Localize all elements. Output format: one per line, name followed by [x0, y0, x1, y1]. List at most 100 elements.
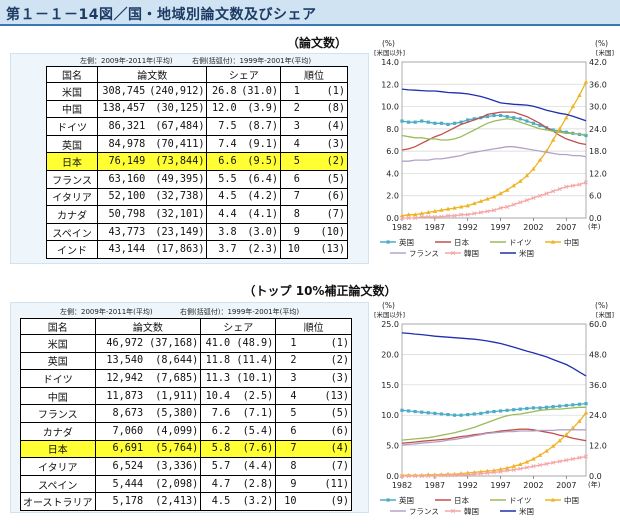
- note-left-bottom: 左側：2009年-2011年(平均): [60, 308, 153, 316]
- table-row: フランス 8,673 (5,380) 7.6 (7.1) 5 (5): [20, 404, 353, 423]
- legend-label: 韓国: [464, 248, 479, 258]
- note-left-top: 左側：2009年-2011年(平均): [80, 57, 173, 65]
- data-point: [400, 119, 404, 123]
- papers-old-cell: (17,863): [147, 240, 208, 259]
- country-cell: スペイン: [20, 474, 96, 494]
- data-point: [558, 404, 562, 408]
- series-line-6: [401, 88, 587, 122]
- line-chart-svg: (%)[米国以外](%)[米国]0.02.04.06.08.010.012.01…: [374, 39, 614, 258]
- rank-cell: 3: [279, 117, 302, 136]
- right-axis-sublabel: [米国]: [596, 310, 614, 319]
- data-point: [485, 410, 490, 414]
- data-point: [551, 405, 555, 409]
- papers-cell: 7,060: [94, 421, 146, 441]
- country-cell: 日本: [45, 152, 99, 171]
- papers-old-cell: (30,125): [147, 99, 208, 119]
- share-old-cell: (3.9): [238, 99, 281, 119]
- rank-cell: 8: [275, 457, 299, 476]
- papers-cell: 46,972: [94, 334, 146, 353]
- papers-cell: 52,100: [97, 187, 148, 207]
- share-cell: 41.0: [200, 334, 233, 353]
- data-point: [492, 409, 496, 414]
- data-point: [406, 215, 411, 221]
- data-point: [485, 209, 490, 214]
- rank-old-cell: (11): [298, 474, 353, 494]
- data-point: [485, 115, 490, 119]
- data-point: [472, 412, 476, 416]
- data-point: [577, 182, 582, 187]
- rank-old-cell: (3): [298, 369, 353, 388]
- country-cell: 中国: [20, 386, 96, 406]
- data-point: [439, 207, 444, 212]
- data-point: [564, 115, 569, 120]
- rank-old-cell: (2): [301, 152, 348, 171]
- data-point: [518, 407, 522, 411]
- legend-label: 米国: [519, 506, 534, 516]
- data-point: [557, 186, 562, 192]
- data-point: [478, 210, 483, 215]
- top10-share-chart: (%) [米国以外] (%) [米国] 0.0 5.0 10.0 15.0 20.0 25.0 0.…: [370, 296, 620, 532]
- data-point: [570, 456, 575, 462]
- papers-old-cell: (1,911): [145, 386, 202, 406]
- share-cell: 3.8: [206, 222, 239, 242]
- series-line-2: [401, 406, 586, 441]
- rank-cell: 4: [279, 134, 302, 154]
- data-point: [485, 196, 490, 201]
- data-point: [505, 408, 509, 412]
- data-point: [445, 473, 451, 478]
- data-point: [452, 205, 457, 210]
- series-line-5: [402, 455, 587, 477]
- data-point: [538, 123, 542, 128]
- share-cell: 6.6: [206, 152, 239, 171]
- rank-old-cell: (2): [298, 351, 353, 371]
- country-cell: 米国: [20, 334, 96, 353]
- share-cell: 5.7: [200, 457, 233, 476]
- data-point: [459, 120, 463, 124]
- data-point: [478, 198, 484, 203]
- papers-old-cell: (2,098): [145, 474, 202, 494]
- data-point: [433, 411, 437, 415]
- rank-cell: 10: [279, 240, 302, 259]
- x-tick-label: 1982: [392, 223, 412, 232]
- papers-cell: 43,773: [97, 222, 148, 242]
- y-tick-left: 0.0: [386, 214, 399, 223]
- header-share: シェア: [200, 318, 277, 335]
- country-cell: イタリア: [20, 457, 96, 476]
- rank-old-cell: (7): [301, 205, 348, 224]
- legend-label: 英国: [399, 237, 414, 247]
- rank-old-cell: (13): [301, 240, 348, 259]
- data-point: [564, 432, 569, 437]
- table-row: カナダ 7,060 (4,099) 6.2 (5.4) 6 (6): [20, 421, 353, 441]
- data-point: [583, 79, 589, 84]
- country-cell: 中国: [45, 99, 99, 119]
- note-right-top: 右側(括弧付)：1999年-2001年(平均): [192, 57, 312, 65]
- share-old-cell: (4.4): [232, 457, 277, 476]
- country-cell: インド: [45, 240, 99, 259]
- papers-cell: 84,978: [97, 134, 148, 154]
- rank-old-cell: (5): [298, 404, 353, 423]
- rank-cell: 9: [275, 474, 299, 494]
- data-point: [571, 403, 575, 407]
- country-cell: スペイン: [45, 222, 99, 242]
- share-cell: 6.2: [200, 421, 233, 441]
- data-point: [577, 93, 582, 98]
- papers-old-cell: (73,844): [147, 152, 208, 171]
- share-cell: 3.7: [206, 240, 239, 259]
- share-old-cell: (8.7): [238, 117, 281, 136]
- x-axis-unit: (年): [588, 480, 601, 489]
- papers-table: 国名 論文数 シェア 順位 米国 308,745 (240,912) 26.8 (31.…: [45, 66, 348, 259]
- papers-old-cell: (5,380): [145, 404, 202, 423]
- x-axis-unit: (年): [588, 222, 601, 231]
- data-point: [551, 189, 556, 194]
- data-point: [524, 173, 530, 178]
- table-row: スペイン 43,773 (23,149) 3.8 (3.0) 9 (10): [45, 222, 348, 242]
- header-papers: 論文数: [94, 318, 202, 335]
- data-point: [492, 113, 496, 118]
- country-cell: 日本: [20, 439, 96, 459]
- data-point: [531, 121, 536, 125]
- data-point: [531, 195, 536, 201]
- legend-label: 中国: [564, 495, 579, 505]
- left-axis-unit: (%): [382, 301, 395, 310]
- y-tick-right: 36.0: [589, 80, 607, 89]
- legend-label: 英国: [399, 495, 414, 505]
